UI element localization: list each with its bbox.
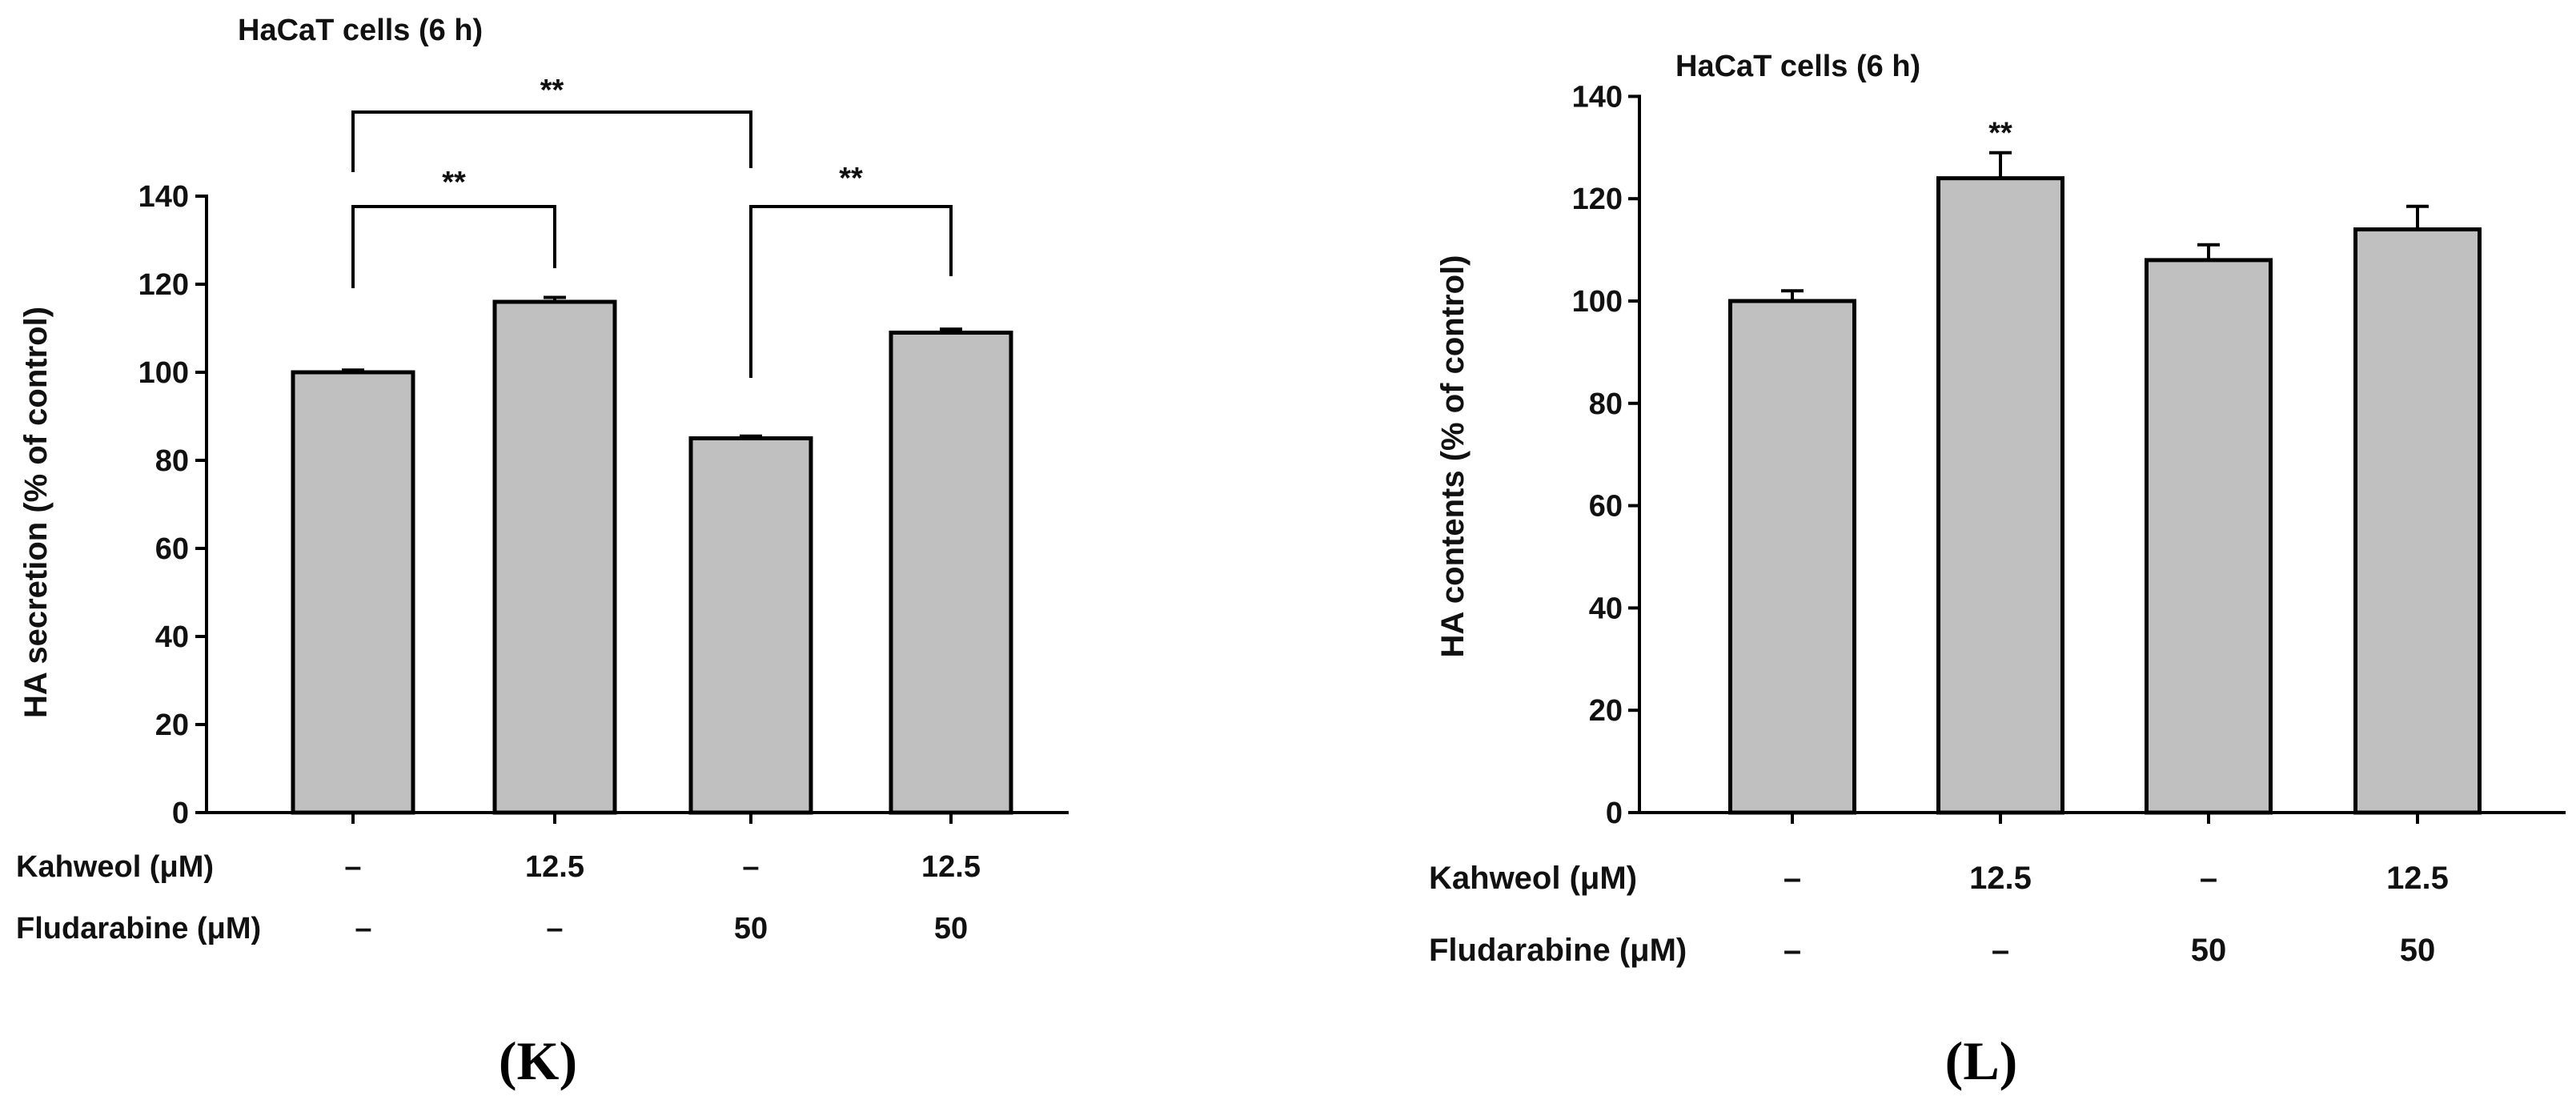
row-value: 12.5 [1969, 861, 2032, 896]
row-value: – [546, 912, 563, 945]
panel-label: (L) [1945, 1030, 2018, 1091]
y-tick-label: 80 [1589, 387, 1623, 421]
bar [2353, 227, 2482, 815]
y-tick-label: 40 [1589, 592, 1623, 625]
row-value: 12.5 [921, 850, 981, 884]
row-value: 50 [934, 912, 968, 945]
significance-bracket [351, 205, 556, 288]
row-label: Kahweol (μM) [16, 850, 214, 884]
y-tick-label: 40 [155, 620, 189, 654]
y-tick-label: 60 [155, 532, 189, 566]
y-tick-label: 0 [172, 797, 189, 830]
row-label: Fludarabine (μM) [1429, 933, 1687, 968]
bar [492, 299, 617, 815]
significance-label: ** [442, 166, 466, 199]
row-value: – [1784, 933, 1801, 968]
y-axis-label: HA secretion (% of control) [18, 307, 54, 718]
y-tick-label: 140 [1572, 80, 1623, 114]
y-axis-label: HA contents (% of control) [1435, 255, 1471, 658]
chart-title: HaCaT cells (6 h) [1675, 50, 1920, 83]
bar [2145, 258, 2273, 815]
row-value: 12.5 [525, 850, 584, 884]
significance-bracket [351, 110, 752, 172]
y-tick-label: 140 [138, 180, 189, 214]
bar [1936, 176, 2064, 815]
chart-panel-k: HaCaT cells (6 h) HA secretion (% of cont… [16, 14, 1069, 1091]
row-value: – [1784, 861, 1801, 896]
y-tick-label: 80 [155, 444, 189, 478]
chart-title: HaCaT cells (6 h) [238, 14, 483, 47]
row-value: – [2200, 861, 2217, 896]
row-label: Kahweol (μM) [1429, 861, 1637, 896]
panel-label: (K) [499, 1030, 577, 1091]
row-value: – [742, 850, 759, 884]
y-tick-label: 120 [138, 268, 189, 302]
y-tick-label: 100 [138, 356, 189, 390]
bar [688, 436, 813, 815]
significance-label: ** [839, 162, 863, 195]
y-tick-label: 60 [1589, 490, 1623, 524]
y-tick-label: 100 [1572, 285, 1623, 319]
y-tick-label: 120 [1572, 183, 1623, 216]
significance-label: ** [540, 74, 564, 107]
bar [1728, 299, 1856, 815]
bar [291, 370, 415, 815]
row-value: – [355, 912, 371, 945]
y-tick-label: 20 [155, 709, 189, 742]
significance-label: ** [1988, 117, 2012, 151]
bar [889, 331, 1013, 815]
row-label: Fludarabine (μM) [16, 912, 261, 945]
y-tick-label: 0 [1606, 797, 1623, 830]
chart-panel-l: HaCaT cells (6 h) HA contents (% of contr… [1429, 50, 2566, 1091]
row-value: 50 [734, 912, 768, 945]
row-value: – [1992, 933, 2009, 968]
significance-bracket [749, 205, 953, 378]
row-value: – [344, 850, 361, 884]
row-value: 50 [2400, 933, 2436, 968]
row-value: 12.5 [2386, 861, 2449, 896]
y-tick-label: 20 [1589, 694, 1623, 728]
row-value: 50 [2191, 933, 2227, 968]
